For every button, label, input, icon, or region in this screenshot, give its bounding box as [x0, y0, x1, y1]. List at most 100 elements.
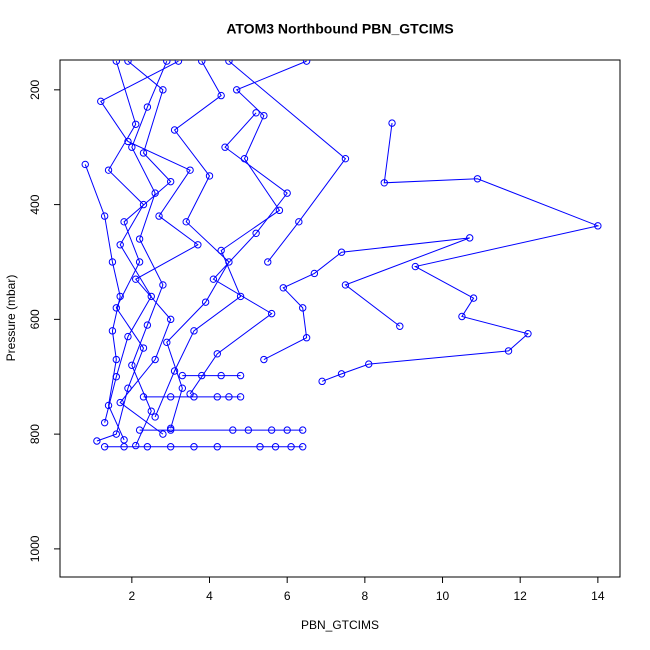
data-point [151, 355, 159, 364]
data-point [124, 332, 132, 341]
y-tick-label: 800 [28, 424, 42, 444]
data-point [170, 367, 179, 375]
data-point [396, 322, 404, 330]
x-tick-label: 14 [591, 589, 605, 603]
x-tick-label: 10 [436, 589, 450, 603]
data-point [469, 294, 478, 302]
y-tick-label: 200 [28, 80, 42, 100]
profile-line [321, 123, 600, 382]
data-point [81, 160, 89, 169]
data-point [458, 312, 466, 321]
profile-line [84, 164, 125, 441]
data-point [264, 258, 272, 266]
data-point [299, 304, 307, 312]
data-point [236, 393, 245, 401]
profile-line [100, 60, 199, 435]
plot-area [81, 60, 602, 451]
data-point [124, 384, 132, 392]
profile-line [96, 60, 172, 442]
y-tick-label: 1000 [28, 535, 42, 562]
data-point [120, 218, 128, 226]
data-point [283, 189, 291, 197]
data-point [244, 426, 253, 434]
data-point [139, 149, 148, 157]
data-point [299, 426, 307, 434]
x-tick-label: 12 [514, 589, 528, 603]
data-point [279, 284, 288, 292]
data-point [170, 126, 179, 134]
data-point [466, 234, 474, 242]
data-point [318, 377, 326, 386]
data-point [112, 430, 121, 438]
profile-line [263, 237, 470, 360]
data-point [108, 327, 117, 335]
data-point [166, 315, 175, 324]
data-point [337, 248, 346, 256]
data-point [594, 222, 602, 230]
data-point [287, 443, 295, 451]
data-point [159, 281, 167, 289]
data-point [166, 177, 175, 186]
data-point [225, 60, 233, 65]
data-point [232, 86, 241, 94]
data-point [217, 371, 225, 380]
data-point [100, 212, 109, 220]
data-point [341, 281, 350, 289]
data-point [240, 154, 249, 163]
data-point [225, 258, 233, 266]
profile-line [228, 60, 347, 263]
data-point [139, 393, 148, 401]
data-point [256, 443, 264, 451]
data-point [411, 262, 420, 271]
data-point [252, 229, 260, 237]
data-point [201, 298, 210, 306]
data-point [236, 371, 245, 380]
x-tick-label: 2 [129, 589, 136, 603]
data-point [124, 137, 132, 146]
data-point [155, 212, 163, 220]
data-point [132, 120, 140, 128]
x-tick-label: 8 [362, 589, 369, 603]
data-point [221, 143, 229, 151]
data-point [143, 443, 152, 451]
data-point [194, 241, 202, 249]
data-point [302, 60, 311, 65]
data-point [229, 426, 237, 434]
data-point [178, 384, 187, 392]
profile-line [166, 60, 230, 429]
data-point [271, 443, 280, 451]
data-point [116, 398, 124, 407]
plot-frame [59, 59, 621, 578]
data-point [341, 154, 350, 163]
data-point [143, 103, 152, 111]
data-point [225, 393, 233, 401]
data-point [260, 355, 268, 364]
data-point [295, 218, 303, 226]
data-point [275, 206, 284, 215]
profile-line [131, 60, 168, 446]
data-point [104, 401, 113, 410]
data-point [190, 327, 198, 335]
data-point [139, 344, 148, 352]
data-point [151, 413, 159, 421]
data-point [213, 443, 221, 451]
profile-line [154, 60, 307, 418]
data-point [217, 246, 225, 255]
data-point [120, 436, 128, 444]
data-point [166, 424, 175, 433]
y-tick-label: 600 [28, 309, 42, 329]
data-point [132, 275, 140, 283]
data-point [147, 407, 155, 415]
data-point [186, 166, 194, 174]
data-point [97, 97, 105, 106]
data-point [159, 430, 167, 438]
data-point [116, 241, 124, 249]
data-point [205, 172, 214, 180]
data-point [267, 426, 276, 434]
data-point [310, 269, 319, 278]
data-point [128, 361, 136, 369]
data-point [186, 390, 194, 398]
data-point [108, 258, 117, 266]
data-point [337, 370, 346, 378]
